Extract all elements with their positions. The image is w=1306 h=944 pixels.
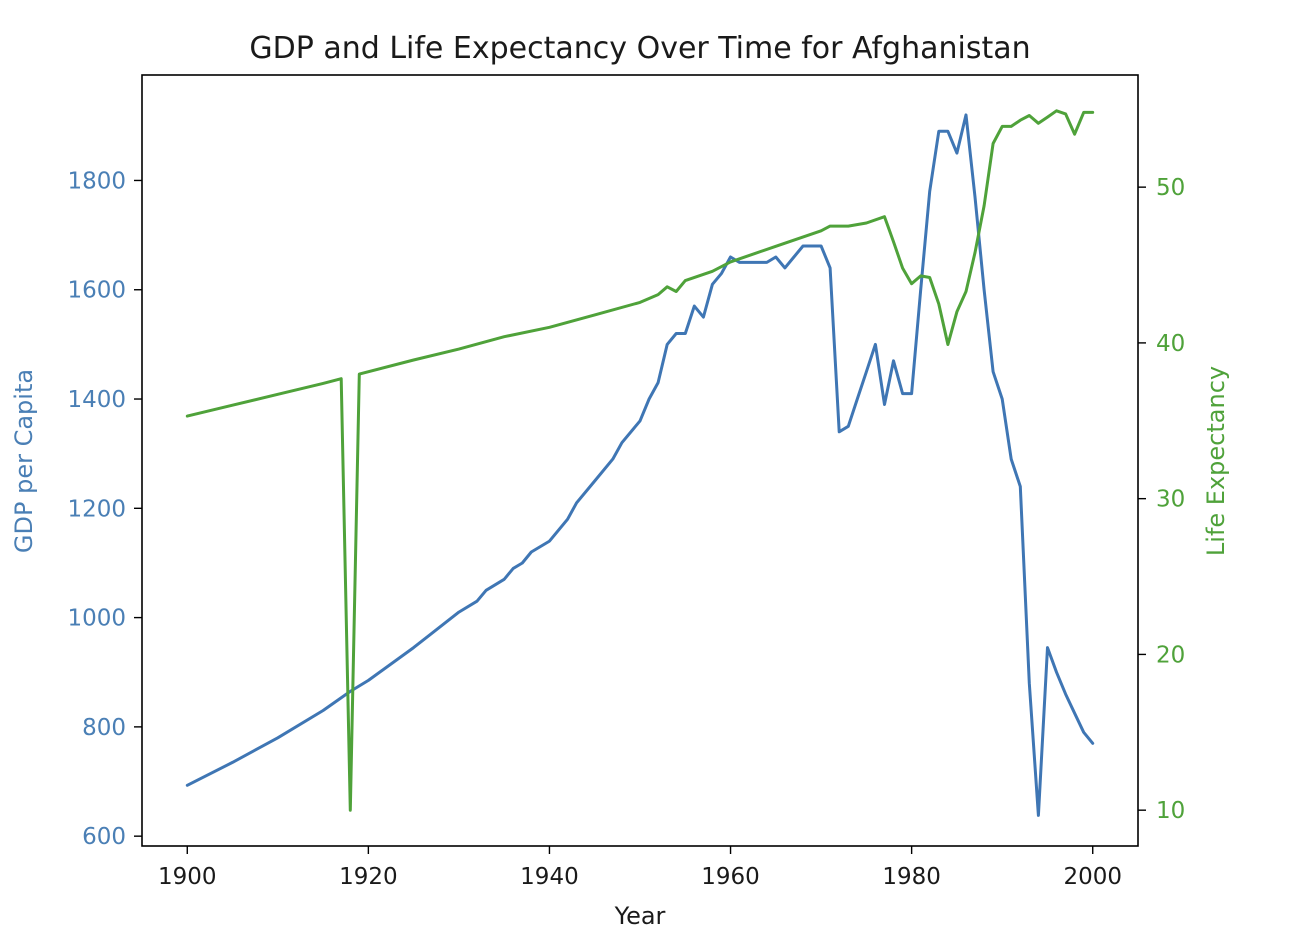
left-y-axis-label: GDP per Capita	[10, 369, 38, 553]
right-y-axis-label: Life Expectancy	[1202, 366, 1230, 556]
left-y-tick-label: 800	[82, 715, 126, 741]
right-y-tick-label: 40	[1156, 331, 1185, 357]
series-layer	[185, 109, 1095, 817]
x-tick-label: 1980	[882, 864, 941, 890]
left-y-tick-label: 1200	[67, 496, 126, 522]
left-y-tick-label: 600	[82, 824, 126, 850]
left-y-tick-label: 1000	[67, 606, 126, 632]
left-y-tick-label: 1800	[67, 168, 126, 194]
gdp-per-capita-line	[185, 113, 1095, 817]
right-y-tick-label: 30	[1156, 487, 1185, 513]
x-tick-label: 2000	[1063, 864, 1122, 890]
x-axis-ticks: 1900 1920 1940 1960 1980 2000	[158, 846, 1122, 890]
left-y-tick-label: 1600	[67, 278, 126, 304]
right-y-tick-label: 20	[1156, 642, 1185, 668]
right-y-tick-label: 50	[1156, 175, 1185, 201]
x-axis-label: Year	[614, 902, 666, 930]
chart-title: GDP and Life Expectancy Over Time for Af…	[249, 31, 1030, 66]
left-y-axis-ticks: 600 800 1000 1200 1400 1600 1800	[67, 168, 142, 850]
right-y-tick-label: 10	[1156, 798, 1185, 824]
plot-frame	[141, 74, 1139, 847]
x-tick-label: 1920	[339, 864, 398, 890]
left-y-tick-label: 1400	[67, 387, 126, 413]
x-tick-label: 1900	[158, 864, 217, 890]
x-tick-label: 1960	[701, 864, 760, 890]
life-expectancy-line	[185, 109, 1095, 812]
x-tick-label: 1940	[520, 864, 579, 890]
right-y-axis-ticks: 10 20 30 40 50	[1138, 175, 1185, 824]
